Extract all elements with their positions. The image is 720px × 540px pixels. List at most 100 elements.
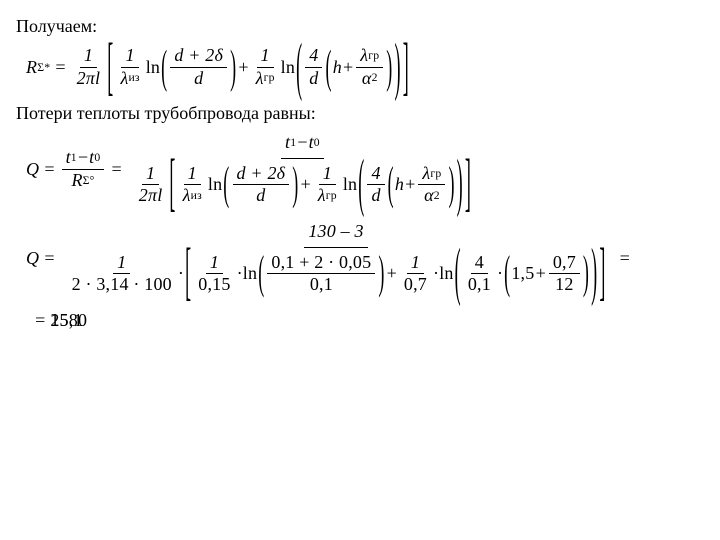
sig2: Σ — [83, 174, 90, 188]
eq2b: = — [110, 159, 122, 180]
la4: λ — [422, 163, 430, 185]
bigfrac-den: 1 2 π l [ 1 λиз ln ( d + 2δ d ) + — [129, 159, 476, 207]
nf1n: 1 — [206, 252, 223, 275]
eq-sign: = — [54, 57, 66, 78]
frac-1-lgr: 1 λ гр — [252, 45, 279, 89]
lp2a: ( — [296, 29, 302, 105]
hsym: h — [333, 57, 342, 78]
pn1: 1 — [142, 163, 159, 186]
plus2: + — [342, 57, 354, 78]
lam3: λ — [360, 45, 368, 67]
frac-1-liz: 1 λ из — [116, 45, 143, 89]
tdiff-num: t1 − t0 — [62, 147, 105, 170]
equation-q-numeric: Q = 130 – 3 1 2 · 3,14 · 100 · [ 1 0,15 … — [26, 221, 704, 296]
f2an: 1 — [184, 163, 201, 186]
f2a: 1 λиз — [179, 163, 206, 207]
lp4b: ( — [388, 157, 394, 213]
nf5: 0,7 12 — [549, 252, 580, 296]
nf2: 0,1 + 2 · 0,05 0,1 — [267, 252, 375, 296]
frac-tdiff-R: t1 − t0 R Σ ° — [62, 147, 105, 191]
rp6a: ) — [591, 235, 597, 313]
rp2a: ) — [395, 29, 401, 105]
rp2b: ) — [386, 40, 392, 95]
d4a: d — [305, 68, 322, 90]
ln5: ln — [243, 263, 257, 285]
equation-result: = 15,1 2580 0000 — [34, 310, 704, 331]
f2ad: λиз — [179, 185, 206, 207]
f2bn: d + 2δ — [233, 163, 290, 186]
num1b: 1 — [121, 45, 138, 68]
rp4b: ) — [448, 157, 454, 213]
d2dtop: d + 2δ — [170, 45, 227, 68]
numfrac: 130 – 3 1 2 · 3,14 · 100 · [ 1 0,15 · ln… — [62, 221, 611, 296]
pl5: + — [386, 263, 398, 285]
l: l — [95, 68, 100, 90]
gr4: гр — [430, 167, 441, 181]
f2c: 1 λгр — [314, 163, 341, 207]
result-b: 2580 — [50, 310, 87, 331]
lbracket: [ — [107, 29, 113, 105]
nf5d: 12 — [551, 274, 577, 296]
rb3: ] — [599, 235, 605, 313]
pl4: + — [404, 174, 416, 196]
equation-q-symbolic: Q = t1 − t0 R Σ ° = t1 − t0 1 2 π — [26, 132, 704, 207]
mn1: − — [77, 147, 89, 169]
h2: h — [395, 174, 404, 196]
lp6a: ( — [455, 235, 461, 313]
gr3: гр — [326, 189, 337, 203]
mid4: · — [497, 263, 503, 285]
circ1: ° — [90, 174, 95, 188]
f2dd: d — [367, 185, 384, 207]
f2bd: d — [252, 185, 269, 207]
lp5: ( — [258, 246, 264, 302]
al1: α — [362, 68, 372, 90]
lb3: [ — [185, 235, 191, 313]
bigfrac-num: t1 − t0 — [281, 132, 324, 159]
rb2: ] — [465, 146, 471, 224]
lp4a: ( — [358, 146, 364, 224]
n2: 2 — [77, 68, 86, 90]
plus1: + — [237, 57, 249, 78]
ppi: π — [148, 185, 157, 207]
f2d: 4 d — [367, 163, 384, 207]
rp3: ) — [292, 157, 298, 213]
num-1: 1 — [80, 45, 97, 68]
sub-sigma: Σ — [37, 61, 44, 74]
iz: из — [128, 71, 139, 85]
qsym2: Q — [26, 248, 39, 269]
lp3: ( — [223, 157, 229, 213]
s0a: 0 — [94, 151, 100, 165]
qsym1: Q — [26, 159, 39, 180]
f2en: λгр — [418, 163, 445, 186]
a2bot: α 2 — [358, 68, 382, 90]
lp2b: ( — [325, 40, 331, 95]
hcalc: 1,5 — [511, 263, 534, 285]
nf3: 1 0,7 — [400, 252, 431, 296]
ln4: ln — [343, 174, 357, 196]
r2: R — [71, 170, 82, 192]
pl: l — [157, 185, 162, 207]
sym-R: R — [26, 57, 37, 78]
frac-1-over-2pil: 1 2 π l — [73, 45, 105, 89]
nf1d: 0,15 — [194, 274, 234, 296]
eq3trail: = — [619, 248, 631, 269]
d2dbot: d — [190, 68, 207, 90]
paragraph-2: Потери теплоты трубобпровода равны: — [16, 103, 704, 124]
gr: гр — [264, 71, 275, 85]
npref: 1 2 · 3,14 · 100 — [68, 252, 176, 296]
f2b: d + 2δ d — [233, 163, 290, 207]
al2: α — [424, 185, 434, 207]
s22: 2 — [434, 189, 440, 203]
lp1: ( — [161, 40, 167, 95]
nf2n: 0,1 + 2 · 0,05 — [267, 252, 375, 275]
num1c: 1 — [257, 45, 274, 68]
eq3a: = — [43, 248, 55, 269]
s0b: 0 — [314, 136, 320, 150]
pn2: 2 — [139, 185, 148, 207]
equation-rsigma: R Σ * = 1 2 π l [ 1 λ из ln ( d + 2δ d )… — [26, 45, 704, 89]
lam1: λ — [120, 68, 128, 90]
lb2: [ — [169, 146, 175, 224]
ln2: ln — [281, 57, 295, 78]
topQ: 130 – 3 — [304, 221, 367, 248]
den-2pil: 2 π l — [73, 68, 105, 90]
